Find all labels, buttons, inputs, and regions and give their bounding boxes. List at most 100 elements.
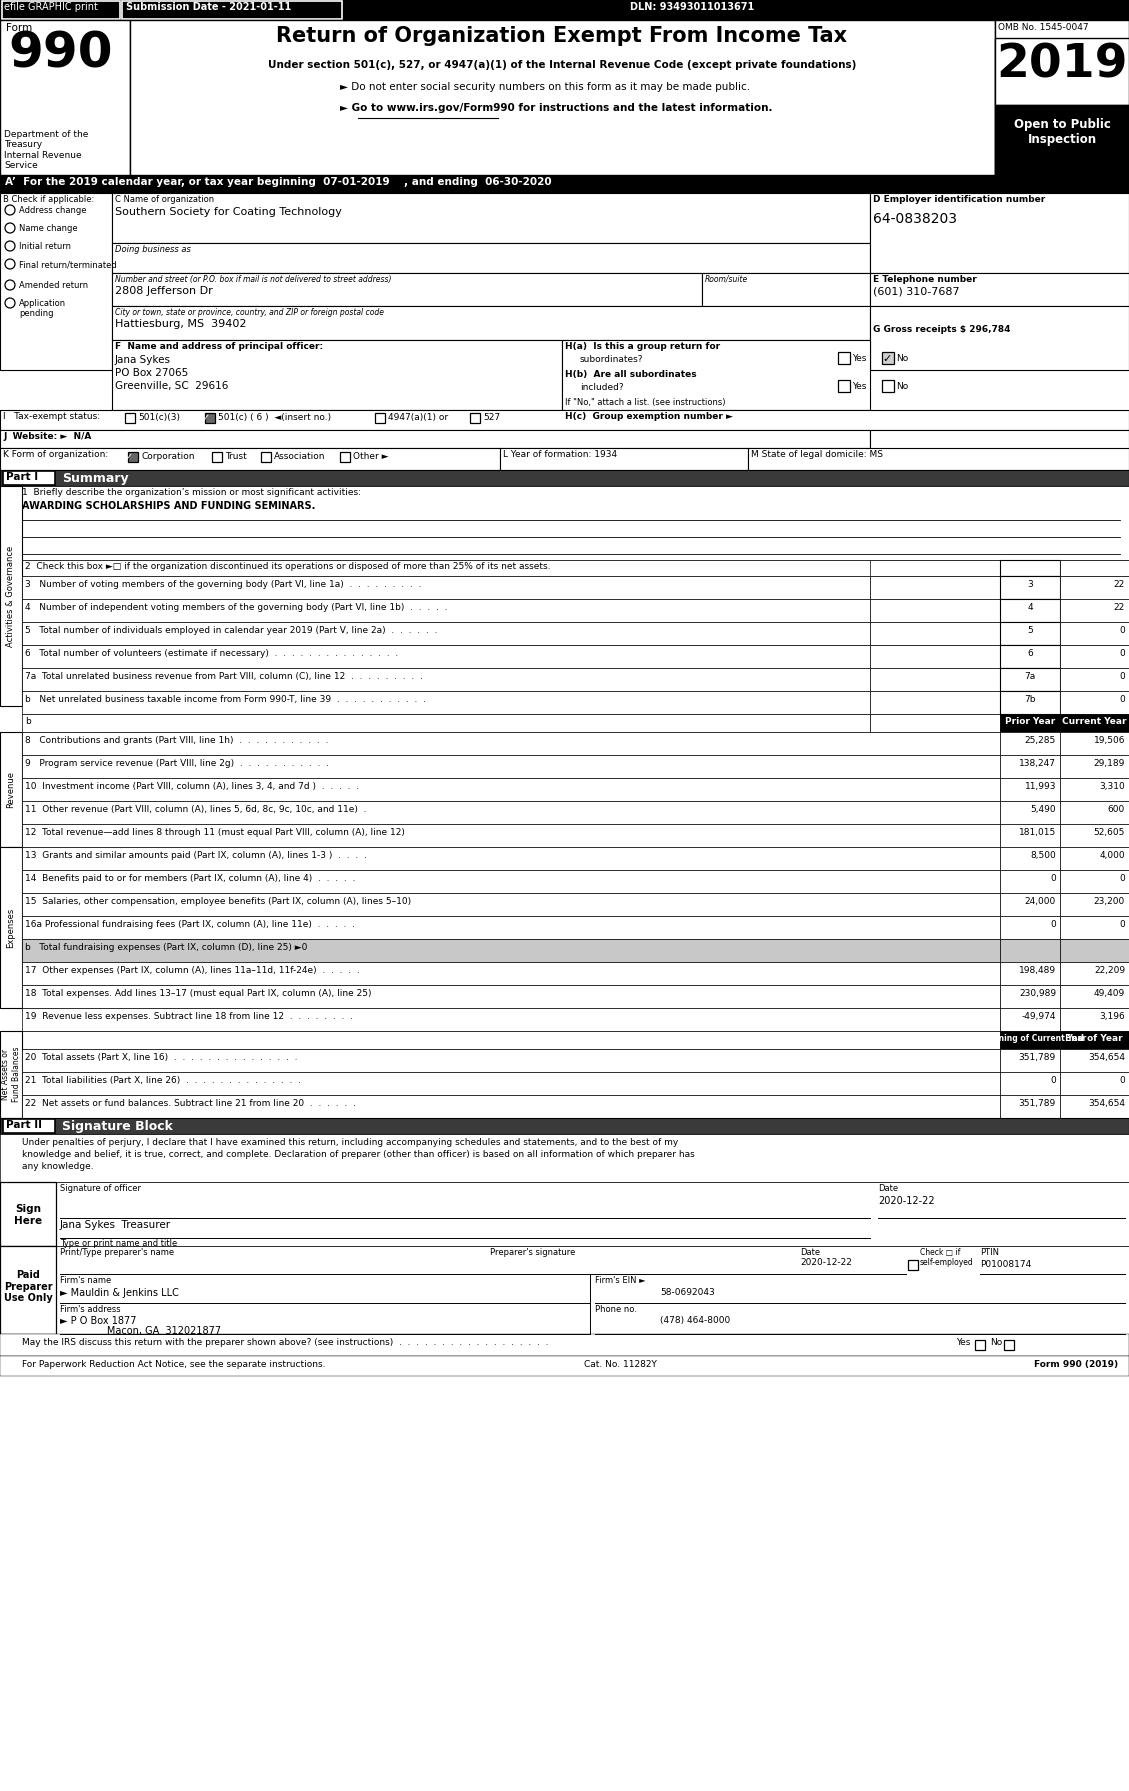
Bar [1060,938,1129,962]
Bar [1060,870,1129,894]
Bar [2,2,120,20]
Text: 7a  Total unrelated business revenue from Part VIII, column (C), line 12  .  .  : 7a Total unrelated business revenue from… [25,672,423,681]
Bar [0,1247,56,1334]
Text: 230,989: 230,989 [1018,989,1056,998]
Text: No: No [896,381,908,390]
Text: H(a)  Is this a group return for: H(a) Is this a group return for [564,342,720,351]
Text: ✓: ✓ [125,451,133,462]
Bar [1060,577,1129,598]
Text: 0: 0 [1119,1076,1124,1085]
Text: Prior Year: Prior Year [1005,716,1056,725]
Text: 23,200: 23,200 [1094,897,1124,906]
Bar [21,1008,1000,1032]
Text: 0: 0 [1119,648,1124,657]
Bar [0,1247,1129,1334]
Text: 17  Other expenses (Part IX, column (A), lines 11a–11d, 11f-24e)  .  .  .  .  .: 17 Other expenses (Part IX, column (A), … [25,965,360,974]
Text: Department of the
Treasury
Internal Revenue
Service: Department of the Treasury Internal Reve… [5,131,88,170]
Text: Date: Date [878,1184,899,1193]
Text: Doing business as: Doing business as [115,245,191,254]
Text: Corporation: Corporation [141,451,194,460]
Bar [995,106,1129,176]
Bar [1060,1008,1129,1032]
Bar [0,485,1129,561]
Text: 10  Investment income (Part VIII, column (A), lines 3, 4, and 7d )  .  .  .  .  : 10 Investment income (Part VIII, column … [25,783,359,792]
Text: Other ►: Other ► [353,451,388,460]
Text: Part II: Part II [6,1119,42,1130]
Bar [870,645,1000,668]
Text: D Employer identification number: D Employer identification number [873,195,1045,204]
Text: 52,605: 52,605 [1094,827,1124,836]
Bar [1000,1008,1060,1032]
Bar [21,824,1000,847]
Text: 354,654: 354,654 [1088,1100,1124,1109]
Text: Under penalties of perjury, I declare that I have examined this return, includin: Under penalties of perjury, I declare th… [21,1137,679,1146]
Bar [0,1032,21,1118]
Text: 4,000: 4,000 [1100,851,1124,860]
Bar [1000,691,1060,715]
Bar [1000,938,1060,962]
Text: H(b)  Are all subordinates: H(b) Are all subordinates [564,371,697,380]
Text: H(c)  Group exemption number ►: H(c) Group exemption number ► [564,412,733,421]
Bar [112,272,702,306]
Text: -49,974: -49,974 [1022,1012,1056,1021]
Text: 0: 0 [1119,874,1124,883]
Text: M State of legal domicile: MS: M State of legal domicile: MS [751,450,883,458]
Bar [1000,621,1060,645]
Text: 20  Total assets (Part X, line 16)  .  .  .  .  .  .  .  .  .  .  .  .  .  .  .: 20 Total assets (Part X, line 16) . . . … [25,1053,298,1062]
Bar [0,1118,1129,1134]
Bar [1060,847,1129,870]
Bar [870,272,1129,306]
Text: ► Mauldin & Jenkins LLC: ► Mauldin & Jenkins LLC [60,1288,178,1298]
Text: Jana Sykes: Jana Sykes [115,355,170,365]
Text: ► Go to www.irs.gov/Form990 for instructions and the latest information.: ► Go to www.irs.gov/Form990 for instruct… [340,104,772,113]
Bar [975,1340,984,1350]
Bar [0,1134,1129,1182]
Text: E Telephone number: E Telephone number [873,276,977,285]
Bar [1060,1050,1129,1073]
Bar [1000,915,1060,938]
Bar [1060,756,1129,777]
Bar [1000,1032,1060,1050]
Text: 1  Briefly describe the organization’s mission or most significant activities:: 1 Briefly describe the organization’s mi… [21,487,361,496]
Text: 181,015: 181,015 [1018,827,1056,836]
Bar [21,1094,1000,1118]
Text: Return of Organization Exempt From Income Tax: Return of Organization Exempt From Incom… [277,27,848,47]
Bar [0,1334,1129,1356]
Text: 501(c)(3): 501(c)(3) [138,414,180,423]
Text: b: b [25,716,30,725]
Bar [562,340,870,410]
Text: 8,500: 8,500 [1031,851,1056,860]
Bar [870,561,1000,577]
Bar [21,1032,1000,1050]
Bar [1060,733,1129,756]
Bar [702,272,870,306]
Bar [212,451,222,462]
Text: Firm's name: Firm's name [60,1275,112,1284]
Bar [21,1050,1000,1073]
Text: 3,310: 3,310 [1100,783,1124,792]
Bar [112,193,870,244]
Text: No: No [896,355,908,364]
Bar [882,380,894,392]
Text: 16a Professional fundraising fees (Part IX, column (A), line 11e)  .  .  .  .  .: 16a Professional fundraising fees (Part … [25,921,355,930]
Bar [870,430,1129,469]
Bar [112,244,870,272]
Text: Cat. No. 11282Y: Cat. No. 11282Y [584,1359,656,1368]
Text: Revenue: Revenue [7,770,16,808]
Text: 14  Benefits paid to or for members (Part IX, column (A), line 4)  .  .  .  .  .: 14 Benefits paid to or for members (Part… [25,874,356,883]
Bar [130,20,995,176]
Text: I   Tax-exempt status:: I Tax-exempt status: [3,412,100,421]
Text: Yes: Yes [852,355,866,364]
Bar [3,1119,55,1134]
Text: Association: Association [274,451,325,460]
Bar [0,448,500,469]
Bar [21,733,1000,756]
Text: 64-0838203: 64-0838203 [873,211,957,226]
Bar [1060,985,1129,1008]
Text: Summary: Summary [62,473,129,485]
Bar [1000,1073,1060,1094]
Bar [21,668,870,691]
Text: 49,409: 49,409 [1094,989,1124,998]
Bar [1060,621,1129,645]
Text: Room/suite: Room/suite [704,276,749,285]
